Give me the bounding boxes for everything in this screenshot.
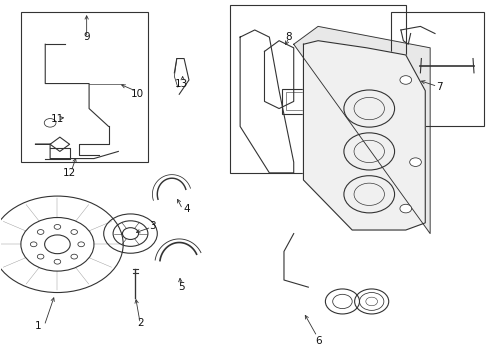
Text: 8: 8 <box>286 32 292 42</box>
Text: 4: 4 <box>183 203 190 213</box>
Circle shape <box>400 76 412 84</box>
Text: 5: 5 <box>178 282 185 292</box>
Circle shape <box>410 158 421 166</box>
Text: 7: 7 <box>437 82 443 92</box>
Text: 6: 6 <box>315 336 321 346</box>
Circle shape <box>400 204 412 213</box>
Bar <box>287 93 320 111</box>
Text: 11: 11 <box>51 114 64 124</box>
Bar <box>21 12 147 162</box>
Text: 13: 13 <box>175 78 188 89</box>
Text: 12: 12 <box>63 168 76 178</box>
Text: 9: 9 <box>83 32 90 42</box>
Polygon shape <box>303 41 425 230</box>
Text: 1: 1 <box>35 321 41 332</box>
Polygon shape <box>294 26 430 234</box>
Bar <box>282 89 325 114</box>
Text: 2: 2 <box>137 318 144 328</box>
Text: 10: 10 <box>131 89 145 99</box>
Text: 3: 3 <box>149 221 156 231</box>
Bar <box>230 5 406 173</box>
Bar <box>391 12 484 126</box>
